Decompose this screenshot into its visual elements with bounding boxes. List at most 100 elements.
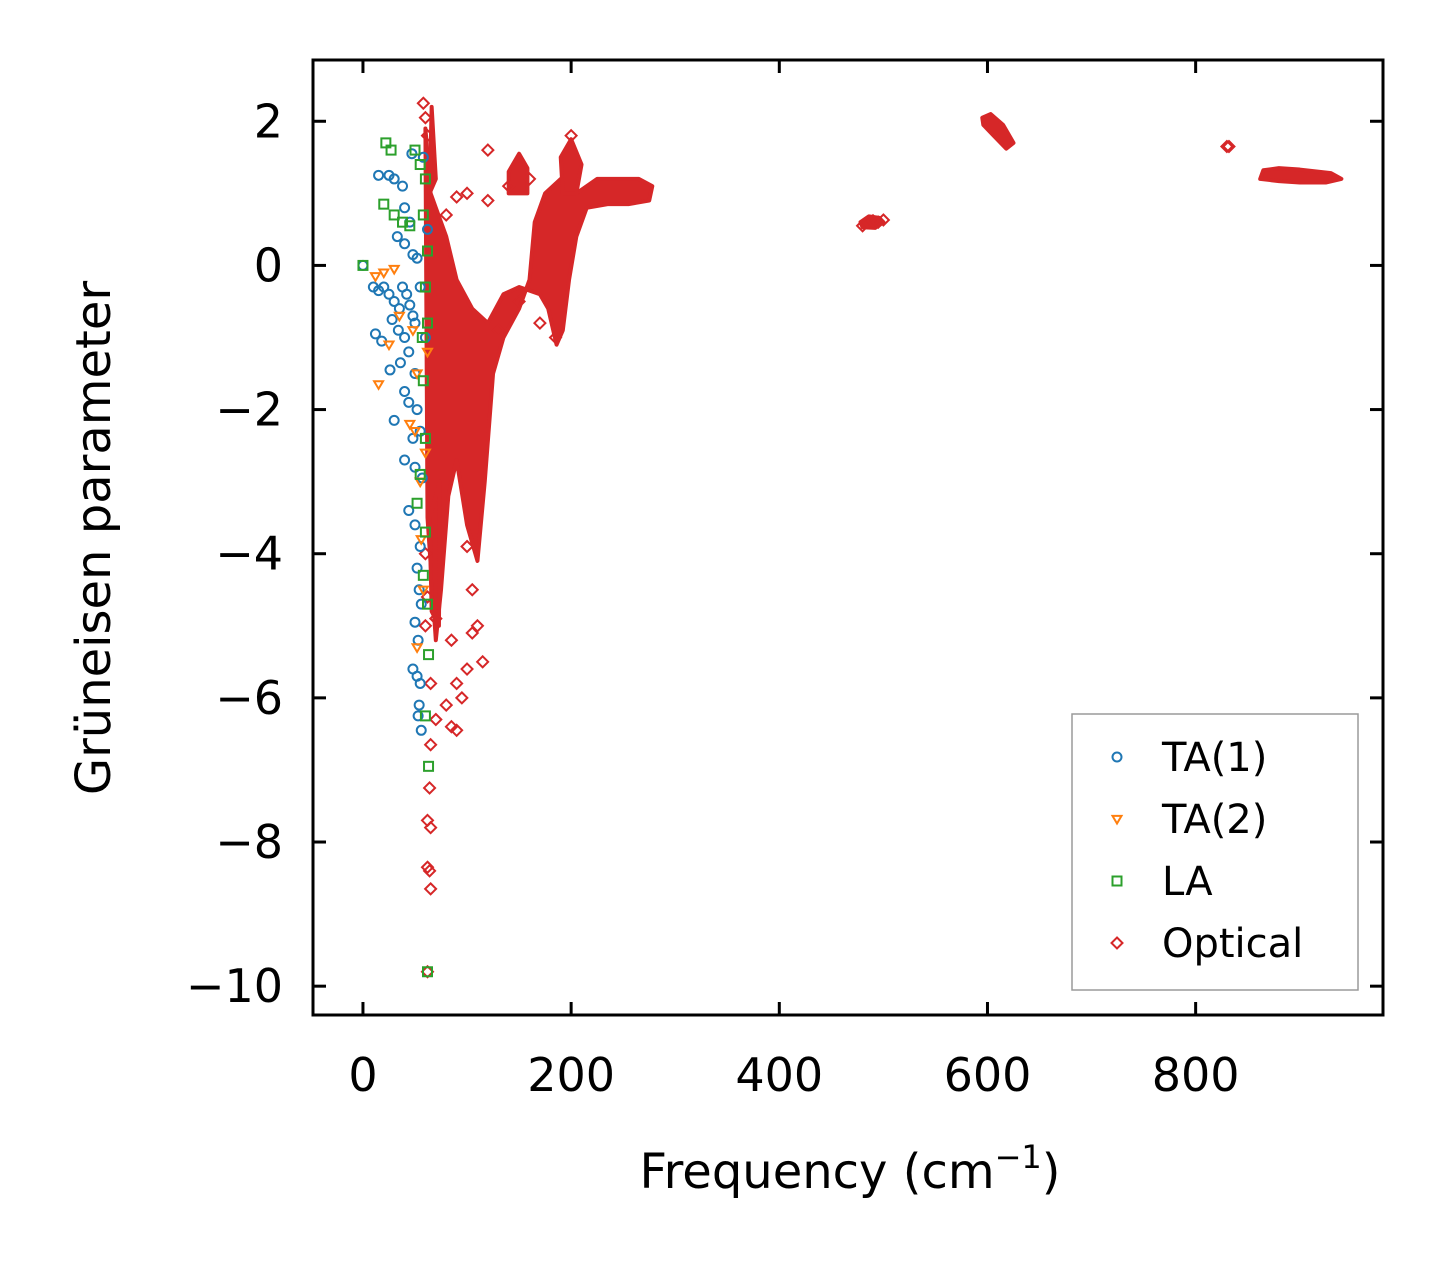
legend-label: Optical: [1162, 921, 1303, 967]
legend-marker-ta-2: [1110, 814, 1124, 826]
point-optical: [449, 723, 464, 738]
point-ta-2: [421, 347, 434, 359]
point-optical: [423, 820, 438, 835]
point-ta-2: [387, 264, 401, 276]
point-optical: [548, 330, 563, 345]
point-ta-1: [401, 288, 413, 300]
point-ta-1: [413, 699, 425, 711]
x-tick-label: 600: [944, 1048, 1032, 1102]
optical-dense-region: [423, 126, 655, 643]
point-ta-2: [372, 380, 385, 391]
point-ta-2: [377, 268, 391, 280]
point-la: [411, 497, 423, 509]
y-tick-label: 2: [254, 94, 283, 148]
legend-marker-optical: [1110, 936, 1124, 950]
point-ta-1: [388, 295, 400, 307]
y-tick-label: −10: [186, 959, 283, 1013]
point-ta-1: [409, 519, 421, 531]
point-optical: [416, 96, 431, 111]
point-la: [378, 198, 390, 210]
point-la: [421, 598, 433, 610]
x-axis-label-superscript: −1: [995, 1138, 1042, 1176]
point-ta-1: [399, 331, 411, 343]
point-optical: [449, 190, 464, 204]
point-optical: [491, 323, 506, 338]
point-ta-1: [403, 346, 415, 358]
point-optical: [860, 215, 875, 230]
point-ta-1: [384, 364, 396, 376]
point-la: [414, 468, 426, 480]
point-la: [419, 173, 431, 185]
point-ta-1: [392, 324, 404, 336]
point-optical: [423, 881, 438, 896]
y-axis-ticks: 2 0 −2 −4 −6 −8 −10: [186, 94, 1383, 1013]
point-optical: [876, 213, 891, 227]
point-ta-2: [406, 326, 420, 337]
point-optical: [465, 582, 480, 597]
point-optical: [449, 676, 464, 691]
point-la: [419, 710, 431, 722]
point-ta-1: [414, 677, 426, 689]
point-ta-2: [393, 311, 406, 323]
point-la: [417, 375, 429, 387]
point-ta-2: [410, 369, 424, 381]
point-la: [421, 245, 433, 257]
point-la: [423, 760, 435, 772]
point-optical: [439, 208, 454, 222]
point-optical: [522, 172, 537, 186]
point-optical: [422, 781, 437, 795]
point-optical: [418, 110, 433, 125]
point-optical: [855, 218, 870, 233]
point-la: [385, 144, 397, 156]
point-optical: [1222, 139, 1236, 154]
optical-dense-region: [558, 137, 584, 196]
point-optical: [444, 633, 459, 648]
point-optical: [460, 662, 474, 676]
legend-label: LA: [1162, 859, 1213, 905]
optical-dense-cloud: [423, 104, 1344, 643]
point-optical: [422, 863, 437, 878]
point-ta-1: [407, 310, 419, 322]
optical-dense-region: [427, 479, 442, 628]
legend-entries: TA(1) TA(2) LA Optical: [1110, 735, 1303, 967]
point-optical: [475, 654, 490, 669]
point-optical: [501, 179, 516, 194]
point-optical: [480, 193, 495, 208]
point-ta-2: [382, 340, 396, 352]
point-optical: [564, 128, 579, 143]
point-la: [417, 209, 429, 221]
x-axis-ticks: 0 200 400 600 800: [348, 60, 1240, 1102]
point-optical: [418, 546, 433, 561]
point-ta-1: [403, 396, 415, 408]
point-ta-1: [412, 710, 424, 722]
point-ta-1: [411, 404, 423, 416]
point-optical: [470, 618, 485, 633]
point-ta-1: [417, 151, 429, 163]
point-ta-1: [421, 223, 433, 235]
point-ta-2: [403, 419, 417, 431]
legend-marker-ta-1: [1111, 751, 1123, 763]
point-la: [417, 569, 429, 581]
point-optical: [428, 611, 443, 626]
legend-label: TA(1): [1161, 735, 1267, 781]
point-ta-2: [419, 448, 432, 460]
legend: TA(1) TA(2) LA Optical: [1071, 713, 1359, 991]
point-la: [357, 259, 369, 271]
point-optical: [512, 294, 527, 309]
x-tick-label: 800: [1152, 1048, 1240, 1102]
point-ta-1: [399, 238, 411, 250]
point-ta-2: [410, 643, 424, 654]
point-ta-1: [373, 169, 385, 181]
point-optical: [423, 737, 438, 752]
point-ta-1: [391, 231, 403, 243]
point-la: [404, 220, 416, 232]
point-optical: [1219, 139, 1234, 154]
point-la: [421, 317, 433, 329]
point-ta-1: [388, 173, 400, 185]
point-optical: [428, 712, 443, 727]
point-ta-1: [397, 180, 409, 192]
optical-dense-region: [506, 151, 530, 196]
point-ta-2: [369, 272, 382, 283]
point-ta-1: [388, 414, 400, 426]
